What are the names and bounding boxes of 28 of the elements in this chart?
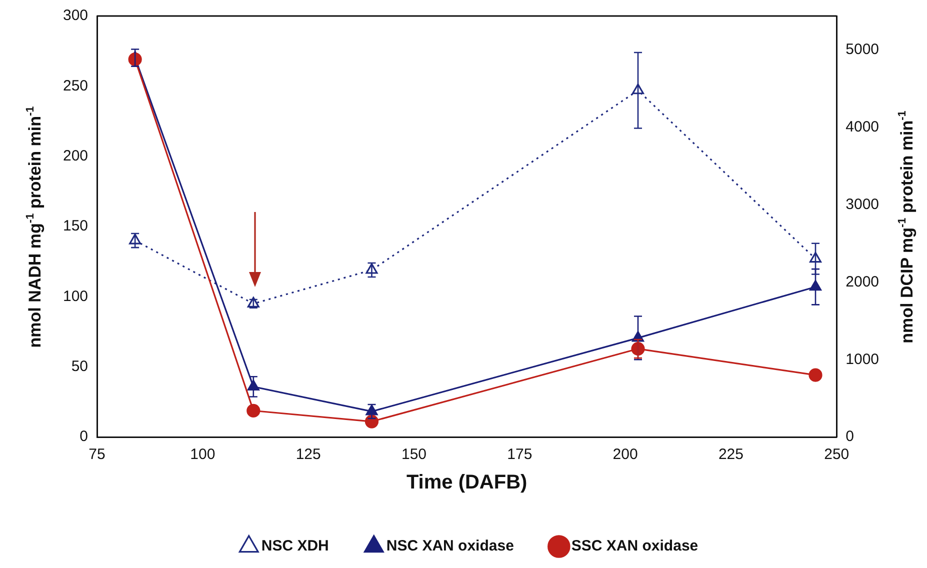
x-tick-label: 75	[88, 446, 106, 464]
x-tick-label: 225	[718, 446, 744, 464]
x-tick-label: 150	[401, 446, 427, 464]
y-tick-label: 50	[71, 358, 88, 375]
x-tick-label: 100	[190, 446, 216, 464]
y-tick-label: 100	[62, 288, 88, 305]
legend-label: SSC XAN oxidase	[571, 538, 698, 555]
y-tick-label: 250	[62, 77, 88, 94]
legend-label: NSC XAN oxidase	[386, 538, 514, 555]
y2-tick-label: 3000	[846, 196, 880, 213]
y-tick-label: 150	[62, 218, 88, 235]
y-tick-label: 200	[62, 147, 88, 164]
y-tick-label: 0	[80, 428, 88, 446]
x-tick-label: 200	[612, 446, 638, 464]
x-axis-title: Time (DAFB)	[406, 472, 528, 494]
point	[631, 342, 645, 356]
x-tick-label: 175	[507, 446, 532, 464]
y2-tick-label: 1000	[846, 350, 880, 368]
y2-tick-label: 4000	[846, 118, 880, 136]
y-tick-label: 300	[62, 7, 88, 24]
y2-tick-label: 2000	[846, 273, 880, 290]
point	[808, 368, 822, 382]
y2-tick-label: 5000	[846, 41, 880, 58]
x-tick-label: 125	[296, 446, 321, 464]
y2-tick-label: 0	[846, 428, 854, 446]
legend-label: NSC XDH	[261, 538, 329, 555]
x-tick-label: 250	[824, 446, 850, 464]
point	[246, 404, 260, 418]
